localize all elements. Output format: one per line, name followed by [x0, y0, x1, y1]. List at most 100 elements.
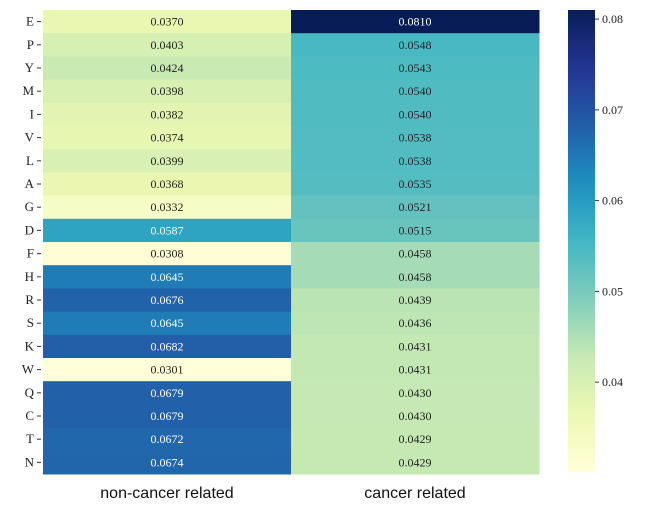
- row-tick-label: V: [25, 130, 35, 145]
- cell-value-label: 0.0645: [151, 316, 184, 330]
- heatmap-cell: [291, 334, 540, 359]
- heatmap-cell: [291, 288, 540, 313]
- cell-value-label: 0.0403: [151, 38, 184, 52]
- heatmap-cell: [291, 242, 540, 266]
- heatmap-cell: [291, 10, 540, 34]
- heatmap-cell: [43, 79, 292, 104]
- heatmap-cell: [43, 242, 292, 266]
- cell-value-label: 0.0301: [151, 363, 184, 377]
- cell-value-label: 0.0370: [151, 15, 184, 29]
- heatmap-cell: [291, 56, 540, 81]
- row-tick-label: M: [22, 83, 34, 98]
- row-tick-label: D: [25, 222, 34, 237]
- row-tick-label: W: [22, 362, 35, 377]
- heatmap-cell: [291, 381, 540, 405]
- cell-value-label: 0.0521: [399, 200, 432, 214]
- cell-value-label: 0.0543: [399, 61, 432, 75]
- heatmap-cell: [43, 427, 292, 452]
- cell-value-label: 0.0430: [399, 386, 432, 400]
- cell-value-label: 0.0538: [399, 154, 432, 168]
- heatmap-cell: [43, 33, 292, 57]
- heatmap-cell: [291, 265, 540, 289]
- heatmap-cell: [43, 195, 292, 220]
- heatmap-cell: [291, 126, 540, 150]
- colorbar: 0.04 0.05 0.06 0.07 0.08: [568, 10, 623, 472]
- cell-value-label: 0.0332: [151, 200, 184, 214]
- cell-value-label: 0.0682: [151, 339, 184, 353]
- cell-value-label: 0.0398: [151, 84, 184, 98]
- heatmap-cell: [291, 358, 540, 382]
- colorbar-gradient: [568, 10, 595, 472]
- cell-value-label: 0.0540: [399, 84, 432, 98]
- colorbar-tick-label: 0.04: [602, 375, 623, 389]
- row-tick-label: G: [25, 199, 34, 214]
- heatmap-cell: [43, 10, 292, 34]
- cell-value-label: 0.0308: [151, 247, 184, 261]
- row-tick-label: A: [25, 176, 35, 191]
- heatmap-cell: [43, 126, 292, 150]
- cell-value-label: 0.0431: [399, 339, 432, 353]
- row-tick-label: S: [27, 315, 34, 330]
- cell-value-label: 0.0430: [399, 409, 432, 423]
- heatmap-cell: [43, 381, 292, 405]
- heatmap-cell: [291, 33, 540, 57]
- colorbar-tick-label: 0.07: [602, 103, 623, 117]
- heatmap-cell: [291, 79, 540, 104]
- cell-value-label: 0.0676: [151, 293, 184, 307]
- heatmap-cell: [291, 450, 540, 475]
- cell-value-label: 0.0368: [151, 177, 184, 191]
- heatmap-cell: [43, 149, 292, 173]
- colorbar-tick-label: 0.06: [602, 194, 623, 208]
- heatmap-cell: [291, 172, 540, 197]
- cell-value-label: 0.0540: [399, 107, 432, 121]
- cell-value-label: 0.0431: [399, 363, 432, 377]
- row-tick-label: K: [25, 338, 35, 353]
- heatmap-cell: [43, 404, 292, 429]
- cell-value-label: 0.0538: [399, 131, 432, 145]
- cell-value-label: 0.0374: [151, 131, 184, 145]
- heatmap-cell: [43, 102, 292, 127]
- column-tick-label: non-cancer related: [100, 485, 233, 502]
- cell-value-label: 0.0674: [151, 455, 184, 469]
- cell-value-label: 0.0399: [151, 154, 184, 168]
- row-tick-label: Y: [25, 60, 35, 75]
- row-tick-label: P: [27, 37, 34, 52]
- row-tick-label: R: [25, 292, 34, 307]
- heatmap-cell: [291, 149, 540, 173]
- cell-value-label: 0.0429: [399, 455, 432, 469]
- colorbar-tick-label: 0.08: [602, 12, 623, 26]
- cell-value-label: 0.0679: [151, 409, 184, 423]
- heatmap-cell: [43, 311, 292, 336]
- cell-value-label: 0.0458: [399, 270, 432, 284]
- heatmap-cell: [291, 218, 540, 243]
- row-tick-label: C: [25, 408, 34, 423]
- row-tick-label: Q: [25, 385, 35, 400]
- cell-value-label: 0.0548: [399, 38, 432, 52]
- cell-value-label: 0.0429: [399, 432, 432, 446]
- heatmap-cell: [291, 427, 540, 452]
- row-tick-label: L: [26, 153, 34, 168]
- cell-value-label: 0.0679: [151, 386, 184, 400]
- cell-value-label: 0.0436: [399, 316, 432, 330]
- heatmap-cell: [43, 334, 292, 359]
- cell-value-label: 0.0587: [151, 223, 184, 237]
- cell-value-label: 0.0515: [399, 223, 432, 237]
- heatmap-cell: [291, 102, 540, 127]
- heatmap-cell: [291, 311, 540, 336]
- cell-value-label: 0.0535: [399, 177, 432, 191]
- cell-value-label: 0.0810: [399, 15, 432, 29]
- heatmap-cell: [291, 195, 540, 220]
- cell-value-label: 0.0458: [399, 247, 432, 261]
- heatmap-cell: [43, 450, 292, 475]
- cell-value-label: 0.0439: [399, 293, 432, 307]
- row-tick-label: F: [27, 246, 34, 261]
- row-tick-label: E: [26, 14, 34, 29]
- heatmap-cells: 0.0370 0.0810 0.0403 0.0548 0.0424 0.0543 0.03…: [43, 10, 540, 475]
- row-tick-label: H: [25, 269, 34, 284]
- cell-value-label: 0.0645: [151, 270, 184, 284]
- cell-value-label: 0.0424: [151, 61, 184, 75]
- row-tick-label: N: [25, 454, 35, 469]
- heatmap-cell: [43, 56, 292, 81]
